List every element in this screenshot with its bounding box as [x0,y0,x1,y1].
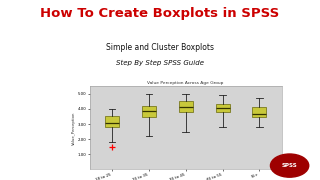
Text: Simple and Cluster Boxplots: Simple and Cluster Boxplots [106,43,214,52]
Bar [105,116,119,127]
Bar [252,107,267,116]
Circle shape [270,154,309,177]
Bar [215,104,229,112]
Text: SPSS: SPSS [282,163,298,168]
Bar [179,102,193,112]
Bar [142,106,156,116]
Title: Value Perception Across Age Group: Value Perception Across Age Group [148,81,224,85]
Text: How To Create Boxplots in SPSS: How To Create Boxplots in SPSS [40,7,280,20]
Y-axis label: Value_Perception: Value_Perception [72,111,76,145]
Text: Step By Step SPSS Guide: Step By Step SPSS Guide [116,59,204,66]
